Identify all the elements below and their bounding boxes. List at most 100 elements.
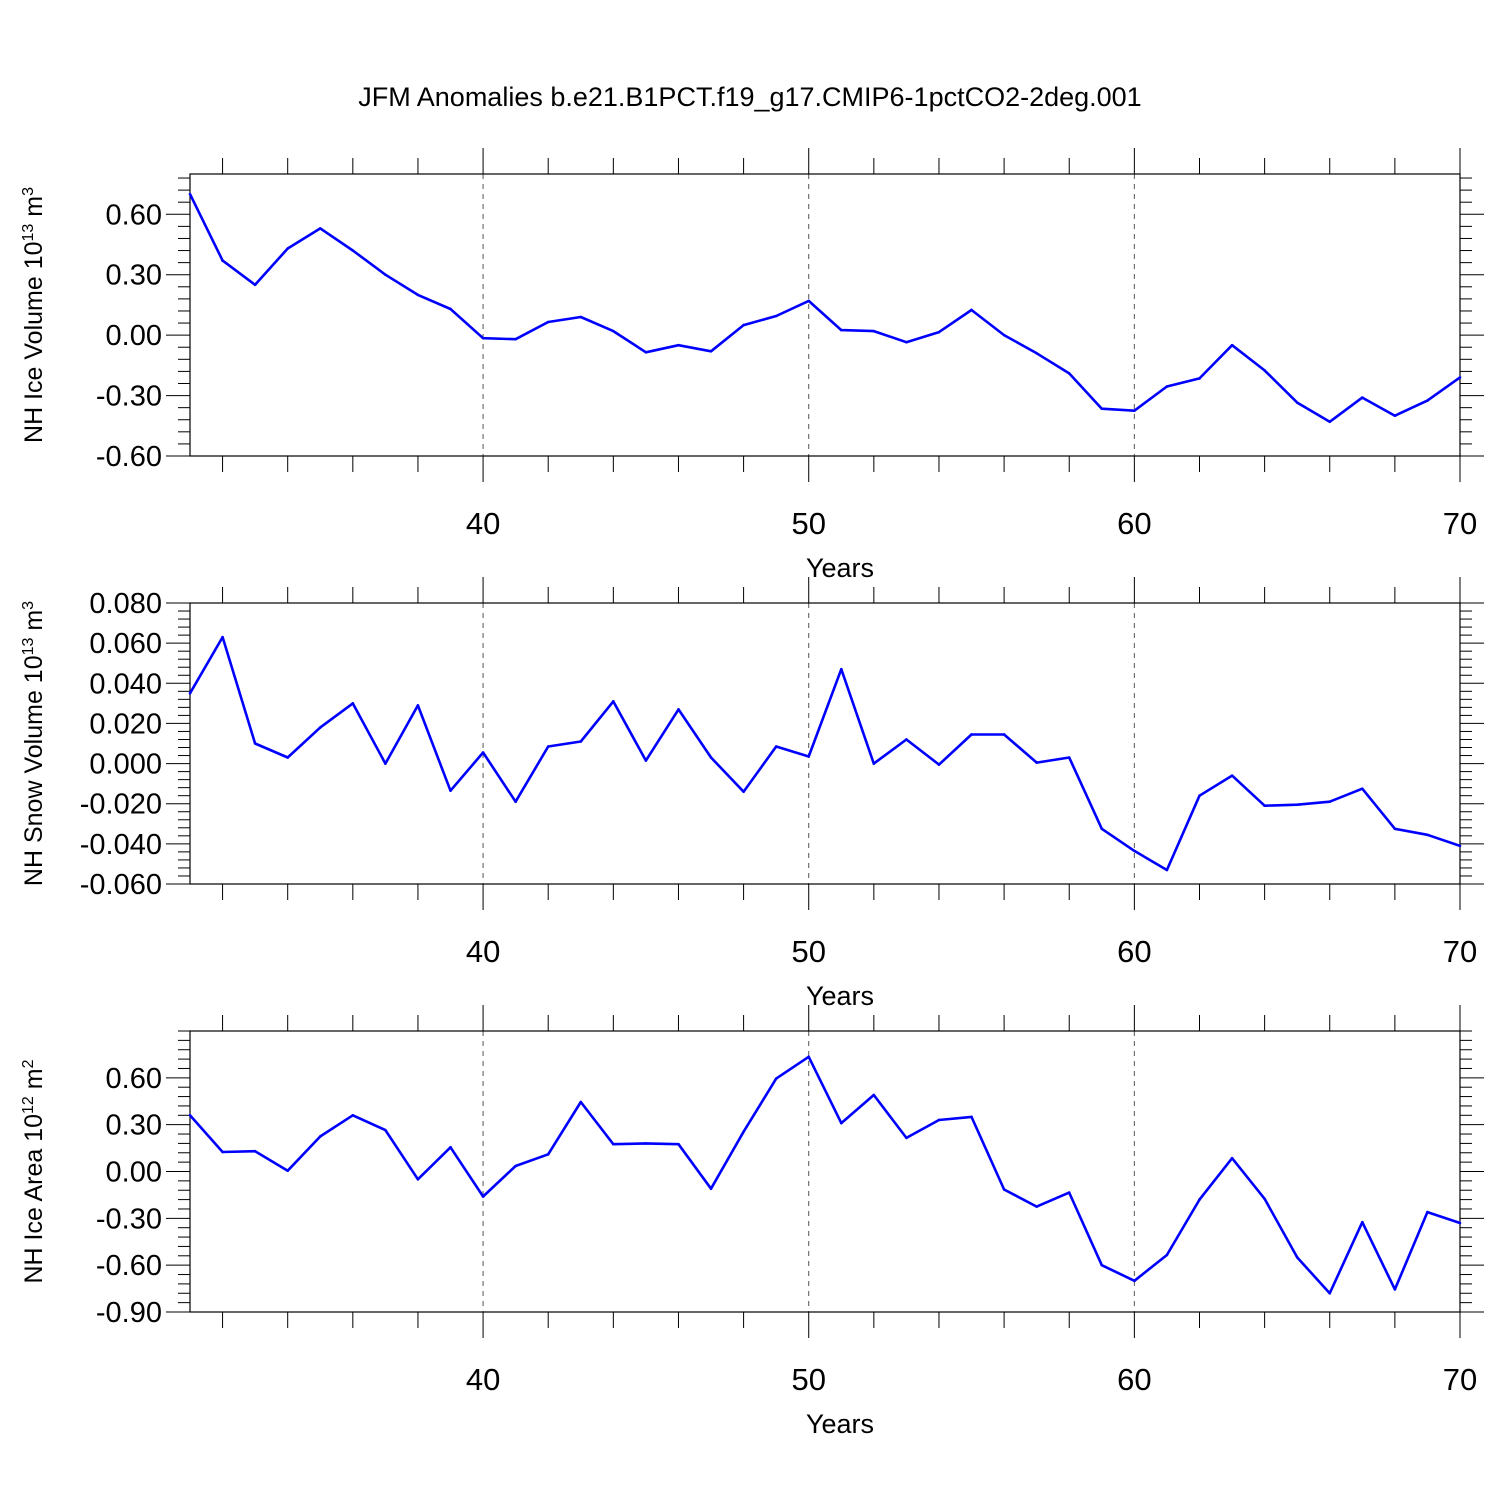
data-point: [937, 330, 941, 334]
data-point: [1133, 409, 1136, 412]
data-point: [286, 756, 289, 759]
y-tick-label: -0.020: [80, 789, 162, 821]
data-point: [481, 1195, 485, 1198]
data-point: [449, 1146, 452, 1149]
data-point: [1100, 407, 1104, 410]
data-point: [1426, 399, 1429, 402]
data-point: [937, 1118, 941, 1122]
data-point: [644, 350, 648, 354]
data-point: [253, 1149, 257, 1153]
data-point: [1295, 401, 1299, 404]
data-point: [970, 1115, 973, 1119]
data-point: [1230, 1156, 1234, 1160]
data-point: [774, 745, 778, 748]
x-tick-label: 70: [1443, 934, 1477, 969]
y-tick-label: -0.040: [80, 829, 162, 861]
y-axis-label-superscript: 3: [20, 187, 37, 196]
data-point: [188, 1114, 192, 1117]
y-tick-label: -0.30: [96, 1203, 162, 1235]
y-axis-label-text: NH Ice Area 10: [20, 1114, 48, 1284]
y-axis-label-superscript: 3: [20, 601, 37, 610]
data-point: [1133, 849, 1136, 853]
data-point: [1458, 376, 1462, 379]
data-point: [905, 1136, 908, 1140]
data-point: [1328, 1291, 1332, 1295]
data-point: [1263, 804, 1266, 808]
data-point: [579, 1100, 583, 1104]
data-point: [579, 315, 583, 319]
data-point: [514, 800, 517, 804]
y-axis-label-text: NH Ice Volume 10: [20, 241, 48, 443]
data-point: [1426, 1210, 1429, 1214]
y-axis-label-text: m: [20, 610, 48, 638]
data-point: [644, 1142, 648, 1145]
data-point: [384, 273, 387, 277]
y-tick-label: 0.020: [89, 708, 162, 740]
data-point: [905, 340, 908, 344]
data-point: [644, 759, 648, 762]
y-tick-label: -0.90: [96, 1297, 162, 1329]
plot-frame: [189, 173, 1461, 457]
data-point: [514, 1164, 517, 1168]
data-point: [807, 299, 811, 303]
data-point: [351, 702, 355, 705]
data-point: [1230, 774, 1234, 777]
data-point: [807, 755, 811, 758]
data-point: [709, 1187, 713, 1190]
data-point: [1165, 868, 1169, 872]
y-tick-label: 0.060: [89, 628, 162, 660]
data-point: [612, 329, 615, 333]
y-axis-label-superscript: 13: [20, 224, 37, 242]
y-axis-label-superscript: 12: [20, 1096, 37, 1114]
data-point: [221, 259, 224, 262]
data-point: [449, 789, 452, 792]
y-tick-label: -0.060: [80, 869, 162, 901]
data-point: [742, 790, 745, 793]
x-tick-label: 40: [466, 934, 500, 969]
data-point: [1458, 844, 1462, 848]
data-point: [1361, 787, 1364, 790]
data-point: [839, 1121, 843, 1125]
data-point: [188, 692, 192, 695]
data-point: [1361, 396, 1364, 399]
data-point: [612, 700, 615, 703]
data-point: [481, 336, 485, 340]
y-tick-label: -0.30: [96, 381, 162, 413]
data-point: [872, 762, 876, 765]
data-point: [872, 1093, 876, 1097]
data-point: [416, 704, 420, 707]
data-point: [1100, 827, 1104, 831]
y-axis-label-superscript: 13: [20, 638, 37, 656]
data-point: [677, 1142, 680, 1146]
figure-title: JFM Anomalies b.e21.B1PCT.f19_g17.CMIP6-…: [358, 82, 1142, 112]
plot-frame: [189, 1030, 1461, 1313]
data-point: [416, 293, 420, 297]
y-axis-label-text: m: [20, 196, 48, 224]
y-tick-label: 0.080: [89, 588, 162, 620]
data-point: [188, 192, 192, 196]
data-point: [1165, 385, 1169, 388]
data-point: [1458, 1221, 1462, 1225]
x-tick-label: 50: [791, 1362, 825, 1397]
data-point: [709, 756, 713, 759]
data-point: [839, 667, 843, 671]
data-point: [546, 320, 550, 324]
data-point: [1295, 1256, 1299, 1259]
data-point: [1198, 1198, 1201, 1201]
y-axis-label: NH Snow Volume 1013 m3: [20, 601, 48, 886]
data-point: [677, 708, 680, 711]
x-tick-label: 50: [791, 506, 825, 541]
data-point: [839, 328, 843, 332]
data-point: [1426, 833, 1429, 837]
y-axis-label-text: NH Snow Volume 10: [20, 655, 48, 886]
data-point: [318, 726, 322, 729]
data-point: [579, 740, 583, 743]
x-axis-label: Years: [806, 1409, 874, 1439]
data-point: [970, 733, 973, 736]
data-point: [1393, 1288, 1397, 1291]
data-point: [318, 1135, 322, 1138]
y-tick-label: 0.00: [106, 1157, 162, 1189]
data-point: [514, 337, 517, 341]
y-tick-label: 0.040: [89, 668, 162, 700]
y-axis-label-superscript: 2: [20, 1059, 37, 1068]
